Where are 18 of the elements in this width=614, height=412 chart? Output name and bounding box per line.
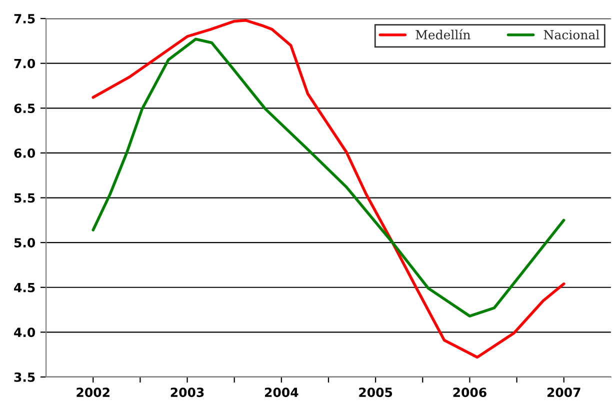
y-tick-label: 5.5: [14, 193, 35, 203]
x-tick-label: 2003: [170, 388, 204, 398]
y-tick-label: 7.5: [14, 14, 35, 24]
y-tick-label: 6.0: [14, 148, 36, 158]
y-tick-label: 5.0: [14, 238, 36, 248]
x-tick-label: 2005: [359, 388, 392, 398]
y-tick-label: 7.0: [14, 58, 36, 68]
x-tick-label: 2004: [265, 388, 298, 398]
line-series: [92, 38, 566, 318]
x-tick-label: 2002: [76, 388, 110, 398]
legend-label: Medellín: [416, 29, 470, 40]
x-tick-label: 2007: [547, 388, 580, 398]
y-tick-label: 6.5: [14, 104, 35, 114]
x-tick-label: 2006: [453, 388, 486, 398]
y-tick-label: 4.5: [14, 283, 35, 292]
y-tick-label: 3.5: [14, 372, 35, 382]
y-tick-label: 4.0: [14, 328, 36, 338]
legend-label: Nacional: [544, 30, 600, 40]
